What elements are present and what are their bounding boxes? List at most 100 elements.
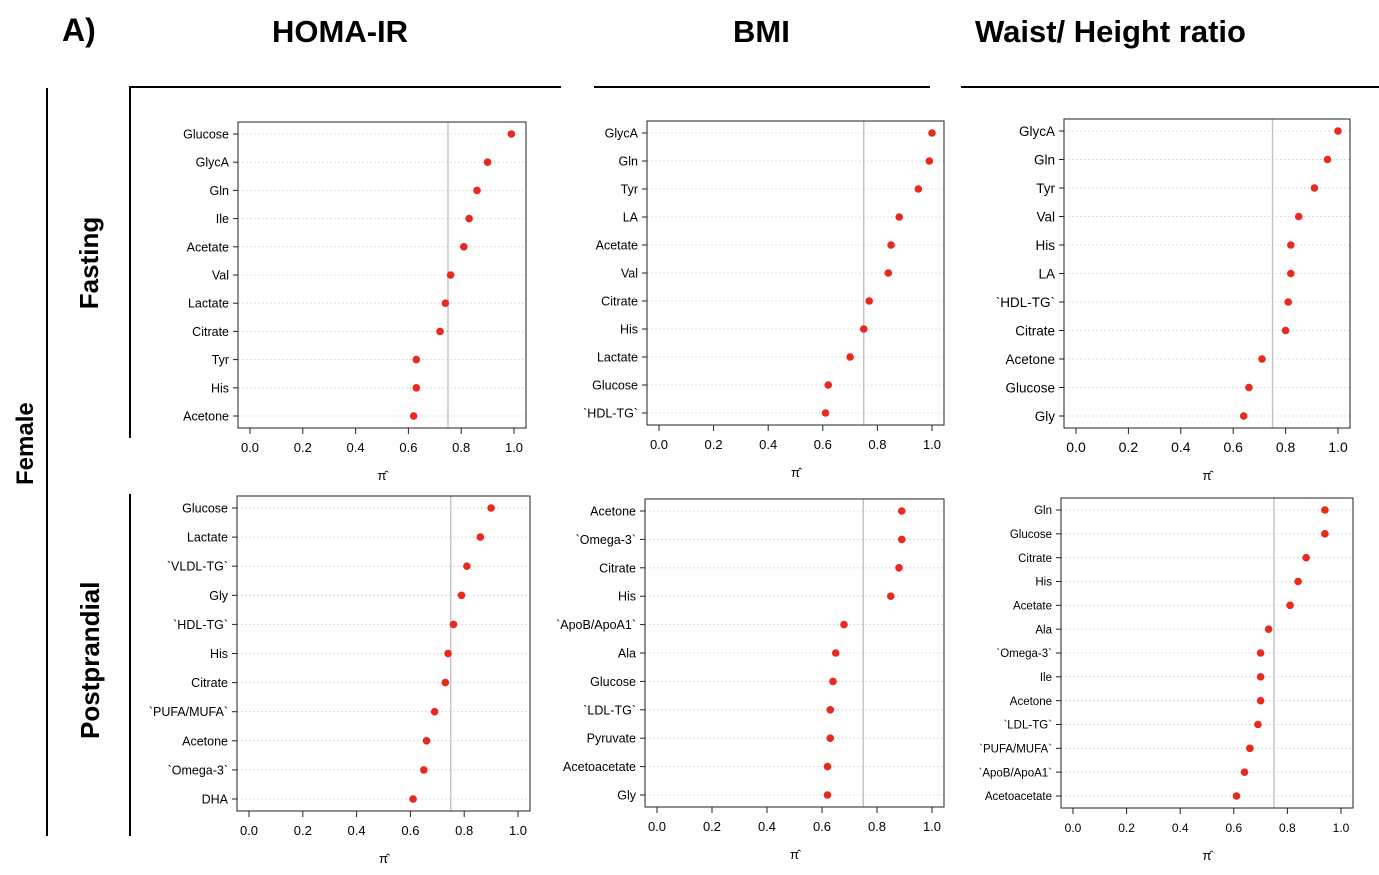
category-label: Val	[212, 269, 229, 283]
data-point	[409, 795, 417, 803]
column-rule-waist-height	[961, 86, 1379, 88]
category-label: Glucose	[590, 675, 636, 689]
data-point	[1334, 127, 1342, 135]
category-label: His	[620, 323, 638, 337]
data-point	[925, 157, 934, 165]
data-point	[465, 214, 473, 223]
category-label: His	[1035, 577, 1052, 589]
category-label: `HDL-TG`	[173, 618, 228, 632]
x-tick-label: 0.4	[759, 437, 777, 452]
plot-fasting-waist-height: GlycA Gln Tyr Val His LA `HDL-TG` Citrate Aceton…	[996, 118, 1351, 483]
x-tick-label: 0.0	[648, 819, 666, 834]
data-point	[823, 791, 832, 799]
category-label: Tyr	[212, 353, 229, 367]
category-label: Glucose	[1010, 529, 1052, 541]
category-label: His	[1036, 238, 1056, 253]
category-label: `Omega-3`	[168, 763, 228, 777]
group-bracket-female	[46, 88, 48, 836]
data-point	[430, 707, 439, 716]
plot-postprandial-bmi: Acetone `Omega-3` Citrate His `ApoB/ApoA1` Al…	[556, 498, 945, 862]
data-point	[1287, 269, 1295, 278]
category-label: GlycA	[605, 127, 639, 141]
x-tick-label: 0.8	[1276, 439, 1296, 455]
column-title-waist-height: Waist/ Height ratio	[975, 14, 1246, 49]
data-point	[897, 507, 906, 515]
x-tick-label: 0.2	[703, 819, 721, 834]
category-label: `PUFA/MUFA`	[979, 743, 1052, 755]
x-axis-label: π̂	[791, 465, 803, 480]
data-point	[840, 620, 848, 629]
plot-postprandial-homa-ir: Glucose Lactate `VLDL-TG` Gly `HDL-TG` His Cit…	[149, 495, 531, 866]
category-label: Acetoacetate	[985, 791, 1052, 803]
category-label: DHA	[202, 793, 229, 807]
data-point	[886, 592, 895, 600]
row-label-fasting: Fasting	[74, 216, 104, 310]
category-label: `VLDL-TG`	[167, 560, 228, 574]
x-tick-label: 1.0	[505, 440, 523, 455]
category-label: Glucose	[1005, 380, 1055, 395]
x-tick-label: 0.8	[868, 819, 886, 834]
x-axis-label: π̂	[378, 468, 390, 483]
data-point	[1264, 625, 1273, 633]
category-label: `ApoB/ApoA1`	[978, 767, 1052, 779]
category-label: Ala	[1035, 624, 1052, 636]
x-axis-label: π̂	[1203, 468, 1215, 483]
x-tick-label: 0.2	[1119, 439, 1139, 455]
plot-fasting-bmi: GlycA Gln Tyr LA Acetate Val Citrate His Lactate…	[583, 120, 945, 480]
data-point	[1239, 412, 1248, 420]
column-rule-homa-ir	[129, 86, 561, 88]
category-label: Tyr	[621, 183, 638, 197]
data-point	[846, 353, 854, 361]
x-tick-label: 0.6	[1223, 439, 1243, 455]
group-label-female: Female	[12, 402, 39, 485]
data-point	[457, 591, 466, 600]
x-tick-label: 1.0	[923, 437, 941, 452]
category-label: Lactate	[188, 297, 229, 311]
x-tick-label: 0.4	[348, 823, 366, 838]
category-label: Gln	[1034, 152, 1055, 167]
data-point	[1258, 355, 1266, 363]
category-label: Gln	[619, 155, 639, 169]
data-point	[1245, 383, 1253, 392]
category-label: `Omega-3`	[996, 648, 1052, 660]
category-label: `ApoB/ApoA1`	[556, 618, 636, 632]
x-tick-label: 0.4	[347, 440, 365, 455]
x-tick-label: 0.0	[1066, 439, 1086, 455]
category-label: Ile	[216, 212, 229, 226]
data-point	[821, 409, 830, 417]
data-point	[463, 562, 471, 570]
column-title-homa-ir: HOMA-IR	[272, 14, 409, 49]
category-label: Lactate	[187, 531, 228, 545]
category-label: Citrate	[192, 325, 229, 339]
x-tick-label: 0.8	[452, 440, 470, 455]
x-axis-label: π̂	[1203, 848, 1215, 863]
data-point	[865, 297, 874, 305]
category-label: Citrate	[599, 561, 636, 575]
data-point	[897, 535, 906, 544]
category-label: His	[210, 647, 228, 661]
data-point	[895, 564, 903, 572]
data-point	[1256, 649, 1265, 657]
x-tick-label: 0.6	[399, 440, 417, 455]
data-point	[444, 649, 452, 658]
row-label-postprandial: Postprandial	[75, 581, 105, 739]
data-point	[1284, 298, 1293, 306]
data-point	[1256, 673, 1265, 681]
category-label: Acetate	[1013, 600, 1052, 612]
data-point	[823, 762, 832, 771]
data-point	[887, 241, 895, 249]
category-label: Pyruvate	[587, 732, 636, 746]
data-point	[483, 158, 492, 166]
x-axis-label: π̂	[790, 847, 802, 862]
x-tick-label: 1.0	[509, 823, 527, 838]
category-label: GlycA	[1019, 124, 1055, 139]
data-point	[914, 185, 923, 193]
category-label: Glucose	[592, 379, 638, 393]
x-tick-label: 0.8	[1279, 821, 1296, 835]
category-label: Acetone	[1010, 696, 1052, 708]
category-label: Gly	[617, 789, 637, 803]
data-point	[1310, 184, 1319, 192]
data-point	[895, 213, 904, 221]
x-tick-label: 1.0	[1328, 439, 1348, 455]
x-tick-label: 1.0	[1333, 821, 1350, 835]
